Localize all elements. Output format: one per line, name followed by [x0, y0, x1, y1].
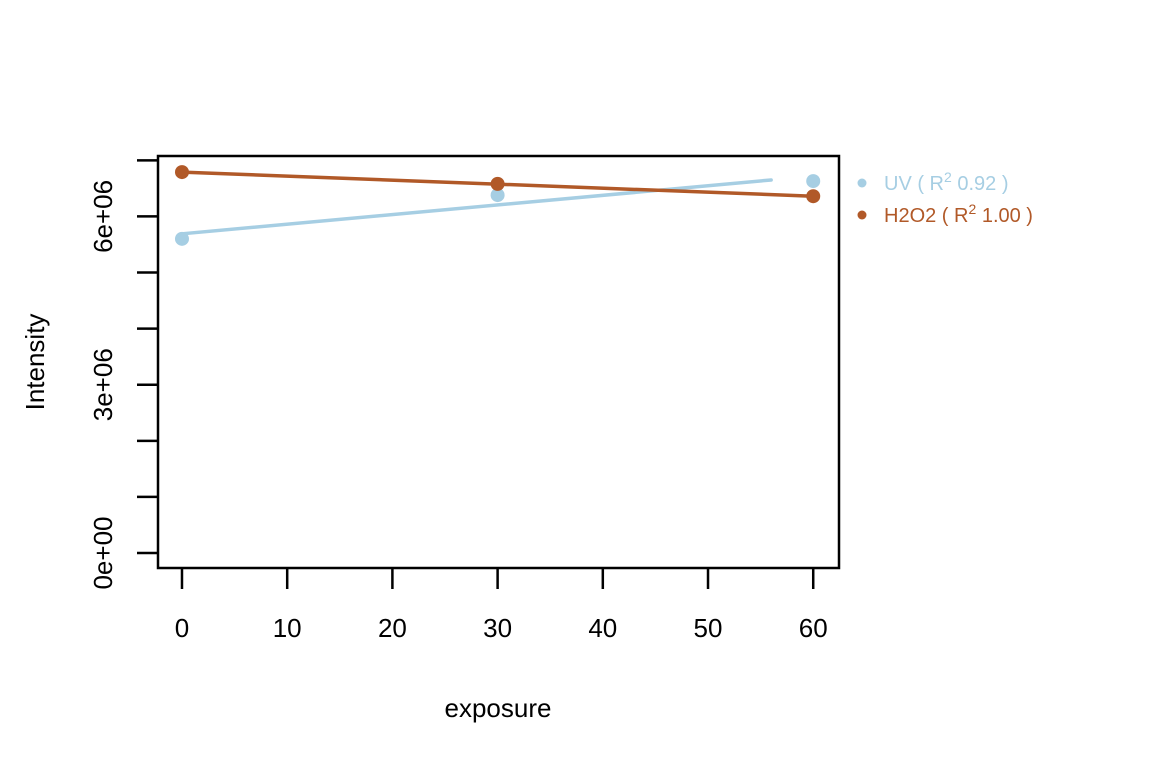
x-tick-label: 60	[799, 613, 828, 643]
legend-label-part: 1.00 )	[976, 205, 1033, 227]
data-point-h2o2	[174, 165, 189, 180]
x-tick-label: 40	[588, 613, 617, 643]
legend-label-part: H2O2 ( R	[884, 205, 968, 227]
y-tick-label: 6e+06	[88, 180, 118, 253]
legend-dot-h2o2	[857, 210, 867, 220]
fit-line-uv	[180, 178, 773, 236]
data-points	[174, 165, 821, 246]
data-point-uv	[806, 174, 821, 189]
data-point-h2o2	[490, 176, 505, 191]
data-point-h2o2	[806, 189, 821, 204]
legend-label-part: UV ( R	[884, 173, 944, 195]
legend-label-part: 2	[968, 201, 976, 217]
y-axis: 0e+00 3e+06 6e+06	[88, 159, 158, 590]
x-tick-label: 0	[175, 613, 189, 643]
y-axis-title: Intensity	[20, 314, 50, 411]
y-tick-label: 3e+06	[88, 348, 118, 421]
data-point-uv	[174, 231, 189, 246]
legend: UV ( R2 0.92 )H2O2 ( R2 1.00 )	[857, 169, 1033, 227]
legend-label-uv: UV ( R2 0.92 )	[884, 169, 1009, 195]
x-axis-title: exposure	[445, 693, 552, 723]
x-tick-label: 50	[694, 613, 723, 643]
legend-label-part: 2	[944, 169, 952, 185]
x-tick-label: 30	[483, 613, 512, 643]
y-tick-label: 0e+00	[88, 517, 118, 590]
legend-dot-uv	[857, 178, 867, 188]
x-tick-label: 20	[378, 613, 407, 643]
x-tick-label: 10	[273, 613, 302, 643]
legend-label-part: 0.92 )	[952, 173, 1009, 195]
plot-box	[156, 154, 841, 570]
x-axis: 0 10 20 30 40 50 60	[175, 568, 828, 643]
data-point-uv	[490, 188, 505, 203]
legend-label-h2o2: H2O2 ( R2 1.00 )	[884, 201, 1033, 227]
